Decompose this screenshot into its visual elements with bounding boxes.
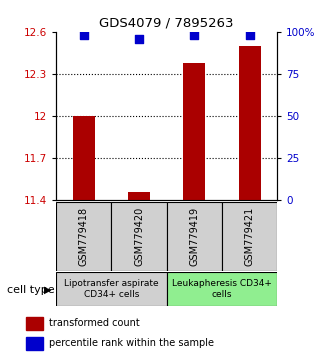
Bar xyxy=(239,46,261,200)
Text: Lipotransfer aspirate
CD34+ cells: Lipotransfer aspirate CD34+ cells xyxy=(64,279,159,298)
Text: GSM779421: GSM779421 xyxy=(245,207,254,266)
Bar xyxy=(73,116,95,200)
Point xyxy=(192,33,197,38)
Text: GSM779418: GSM779418 xyxy=(79,207,89,266)
Text: GSM779420: GSM779420 xyxy=(134,207,144,266)
Text: transformed count: transformed count xyxy=(49,319,140,329)
Point xyxy=(247,33,252,38)
Text: Leukapheresis CD34+
cells: Leukapheresis CD34+ cells xyxy=(172,279,272,298)
Bar xyxy=(112,202,167,271)
Bar xyxy=(167,272,277,306)
Bar xyxy=(56,202,112,271)
Bar xyxy=(167,202,222,271)
Bar xyxy=(26,337,43,350)
Point xyxy=(136,36,142,41)
Bar xyxy=(183,63,205,200)
Text: percentile rank within the sample: percentile rank within the sample xyxy=(49,338,214,348)
Bar xyxy=(56,272,167,306)
Text: ▶: ▶ xyxy=(44,285,51,295)
Bar xyxy=(26,317,43,330)
Text: GSM779419: GSM779419 xyxy=(189,207,199,266)
Bar xyxy=(128,192,150,200)
Title: GDS4079 / 7895263: GDS4079 / 7895263 xyxy=(99,16,234,29)
Text: cell type: cell type xyxy=(7,285,54,295)
Bar xyxy=(222,202,277,271)
Point xyxy=(81,33,86,38)
